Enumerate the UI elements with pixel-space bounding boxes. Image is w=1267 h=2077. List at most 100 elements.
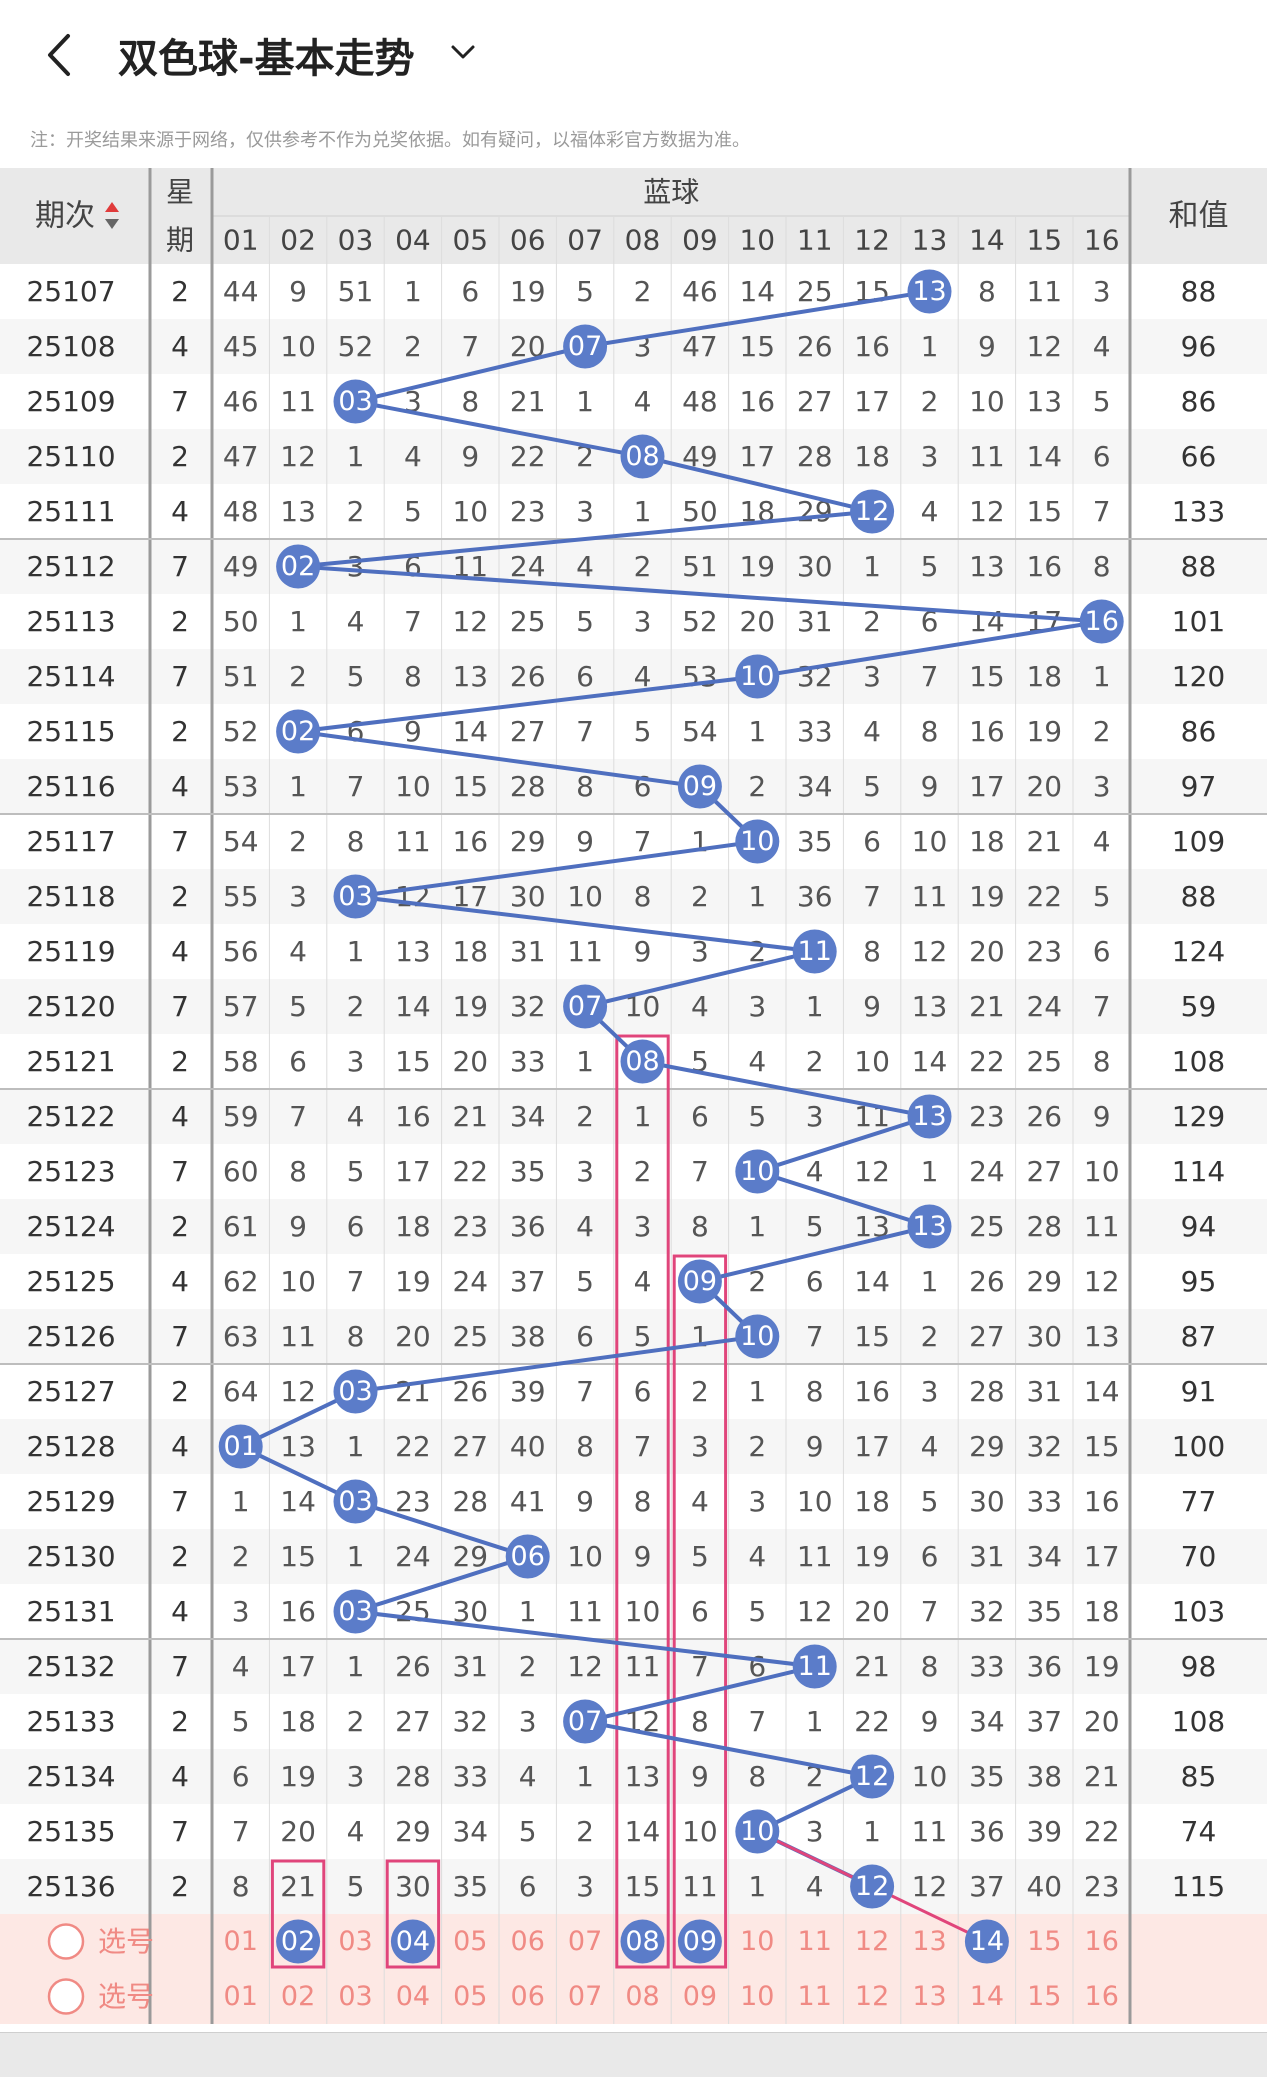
omission-cell: 29 bbox=[1026, 1265, 1062, 1298]
omission-cell: 19 bbox=[1026, 715, 1062, 748]
blue-ball bbox=[563, 984, 608, 1029]
omission-cell: 33 bbox=[969, 1650, 1005, 1683]
period-cell: 25108 bbox=[26, 330, 115, 363]
omission-cell: 10 bbox=[452, 495, 488, 528]
pick-number[interactable]: 11 bbox=[798, 1926, 832, 1957]
pick-number[interactable]: 16 bbox=[1085, 1926, 1119, 1957]
blue-ball bbox=[792, 929, 837, 974]
blue-number-header: 16 bbox=[1084, 224, 1120, 257]
omission-cell: 17 bbox=[969, 770, 1005, 803]
pick-number[interactable]: 06 bbox=[511, 1926, 545, 1957]
pick-number[interactable]: 06 bbox=[511, 1981, 545, 2012]
selected-pick-ball[interactable] bbox=[677, 1919, 722, 1964]
period-cell: 25117 bbox=[26, 825, 115, 858]
omission-cell: 2 bbox=[576, 1815, 594, 1848]
omission-cell: 22 bbox=[452, 1155, 488, 1188]
pick-number[interactable]: 07 bbox=[568, 1981, 602, 2012]
pick-number[interactable]: 10 bbox=[740, 1981, 774, 2012]
pick-number[interactable]: 12 bbox=[855, 1981, 889, 2012]
pick-number[interactable]: 04 bbox=[396, 1981, 430, 2012]
omission-cell: 13 bbox=[395, 935, 431, 968]
pick-number[interactable]: 03 bbox=[338, 1926, 372, 1957]
omission-cell: 64 bbox=[223, 1375, 259, 1408]
omission-cell: 6 bbox=[634, 770, 652, 803]
sticky-footer-header bbox=[0, 2032, 1267, 2077]
omission-cell: 4 bbox=[232, 1650, 250, 1683]
pick-number[interactable]: 13 bbox=[912, 1926, 946, 1957]
omission-cell: 2 bbox=[576, 1100, 594, 1133]
highlight-cell-box bbox=[270, 1859, 326, 1969]
pick-number[interactable]: 01 bbox=[224, 1926, 258, 1957]
omission-cell: 8 bbox=[691, 1705, 709, 1738]
omission-cell: 21 bbox=[1084, 1760, 1120, 1793]
omission-cell: 9 bbox=[404, 715, 422, 748]
pick-number[interactable]: 08 bbox=[625, 1981, 659, 2012]
pick-number[interactable]: 01 bbox=[224, 1981, 258, 2012]
highlight-cell-box bbox=[385, 1859, 441, 1969]
omission-cell: 41 bbox=[510, 1485, 546, 1518]
omission-cell: 3 bbox=[347, 1045, 365, 1078]
omission-cell: 1 bbox=[576, 1045, 594, 1078]
pick-number[interactable]: 14 bbox=[970, 1981, 1004, 2012]
pick-number[interactable]: 07 bbox=[568, 1926, 602, 1957]
omission-cell: 7 bbox=[806, 1320, 824, 1353]
omission-cell: 16 bbox=[280, 1595, 316, 1628]
back-arrow-icon[interactable] bbox=[40, 30, 80, 80]
pick-number[interactable]: 16 bbox=[1085, 1981, 1119, 2012]
pick-number[interactable]: 05 bbox=[453, 1926, 487, 1957]
pick-number[interactable]: 12 bbox=[855, 1926, 889, 1957]
omission-cell: 25 bbox=[1026, 1045, 1062, 1078]
omission-cell: 56 bbox=[223, 935, 259, 968]
omission-cell: 28 bbox=[510, 770, 546, 803]
omission-cell: 29 bbox=[969, 1430, 1005, 1463]
omission-cell: 47 bbox=[682, 330, 718, 363]
sort-up-icon[interactable] bbox=[105, 202, 119, 212]
omission-cell: 39 bbox=[1026, 1815, 1062, 1848]
blue-number-header: 02 bbox=[280, 224, 316, 257]
omission-cell: 32 bbox=[452, 1705, 488, 1738]
pick-radio[interactable] bbox=[47, 1978, 85, 2015]
selected-pick-ball[interactable] bbox=[964, 1919, 1009, 1964]
omission-cell: 36 bbox=[510, 1210, 546, 1243]
sum-cell: 70 bbox=[1181, 1540, 1217, 1573]
pick-number[interactable]: 13 bbox=[912, 1981, 946, 2012]
pick-radio[interactable] bbox=[47, 1923, 85, 1960]
pick-number[interactable]: 05 bbox=[453, 1981, 487, 2012]
selected-pick-number: 08 bbox=[625, 1926, 659, 1957]
pick-number[interactable]: 02 bbox=[281, 1981, 315, 2012]
pick-number[interactable]: 03 bbox=[338, 1981, 372, 2012]
selected-pick-ball[interactable] bbox=[620, 1919, 665, 1964]
omission-cell: 9 bbox=[634, 1540, 652, 1573]
omission-cell: 24 bbox=[395, 1540, 431, 1573]
selected-pick-ball[interactable] bbox=[276, 1919, 321, 1964]
pick-number[interactable]: 09 bbox=[683, 1981, 717, 2012]
omission-cell: 10 bbox=[912, 825, 948, 858]
blue-ball-number: 13 bbox=[912, 1101, 946, 1132]
pick-number[interactable]: 11 bbox=[798, 1981, 832, 2012]
omission-cell: 5 bbox=[576, 605, 594, 638]
omission-cell: 16 bbox=[452, 825, 488, 858]
omission-cell: 36 bbox=[1026, 1650, 1062, 1683]
sum-cell: 86 bbox=[1181, 385, 1217, 418]
omission-cell: 30 bbox=[797, 550, 833, 583]
sort-down-icon[interactable] bbox=[105, 219, 119, 229]
omission-cell: 16 bbox=[739, 385, 775, 418]
pick-number[interactable]: 10 bbox=[740, 1926, 774, 1957]
omission-cell: 3 bbox=[863, 660, 881, 693]
omission-cell: 28 bbox=[395, 1760, 431, 1793]
omission-cell: 22 bbox=[395, 1430, 431, 1463]
period-cell: 25135 bbox=[26, 1815, 115, 1848]
omission-cell: 50 bbox=[682, 495, 718, 528]
sum-cell: 88 bbox=[1181, 275, 1217, 308]
period-cell: 25128 bbox=[26, 1430, 115, 1463]
omission-cell: 7 bbox=[1093, 495, 1111, 528]
omission-cell: 8 bbox=[863, 935, 881, 968]
selected-pick-ball[interactable] bbox=[390, 1919, 435, 1964]
omission-cell: 9 bbox=[921, 1705, 939, 1738]
blue-number-header: 07 bbox=[567, 224, 603, 257]
omission-cell: 46 bbox=[223, 385, 259, 418]
pick-number[interactable]: 15 bbox=[1027, 1981, 1061, 2012]
omission-cell: 6 bbox=[921, 1540, 939, 1573]
chevron-down-icon[interactable] bbox=[450, 40, 476, 64]
pick-number[interactable]: 15 bbox=[1027, 1926, 1061, 1957]
